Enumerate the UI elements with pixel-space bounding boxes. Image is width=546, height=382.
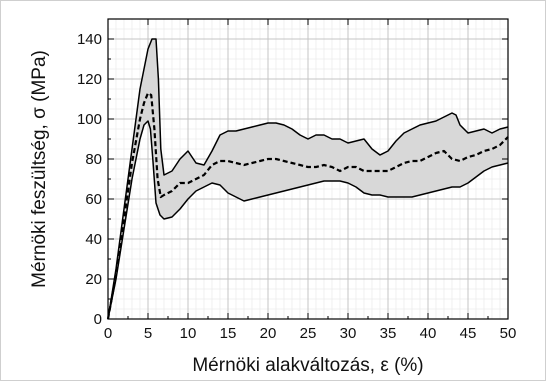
x-tick-label: 5: [144, 325, 152, 342]
x-tick-label: 15: [220, 325, 237, 342]
series-line-lower: [107, 120, 509, 320]
y-tick-label: 0: [94, 311, 102, 328]
x-tick-label: 10: [180, 325, 197, 342]
y-tick-label: 140: [77, 31, 102, 48]
y-tick-label: 40: [85, 231, 102, 248]
y-tick-labels: 0 20 40 60 80 100 120 140: [77, 31, 102, 328]
x-tick-label: 45: [460, 325, 477, 342]
series-lines: [106, 38, 509, 320]
x-axis-title: Mérnöki alakváltozás, ε (%): [192, 355, 423, 376]
y-tick-label: 60: [85, 191, 102, 208]
y-tick-label: 100: [77, 111, 102, 128]
axis-ticks: [107, 19, 509, 320]
x-tick-label: 20: [260, 325, 277, 342]
envelope-band: [108, 39, 508, 319]
series-line-upper: [107, 38, 509, 320]
y-axis-title: Mérnöki feszültség, σ (MPa): [29, 50, 50, 288]
x-tick-label: 50: [500, 325, 517, 342]
x-tick-label: 35: [380, 325, 397, 342]
envelope-fill: [108, 39, 508, 319]
x-tick-label: 0: [104, 325, 112, 342]
series-line-mean: [106, 91, 509, 320]
x-tick-label: 25: [300, 325, 317, 342]
x-tick-label: 40: [420, 325, 437, 342]
y-tick-label: 20: [85, 271, 102, 288]
x-tick-label: 30: [340, 325, 357, 342]
x-tick-labels: 0 5 10 15 20 25 30 35 40 45 50: [104, 325, 517, 342]
y-tick-label: 80: [85, 151, 102, 168]
y-tick-label: 120: [77, 71, 102, 88]
